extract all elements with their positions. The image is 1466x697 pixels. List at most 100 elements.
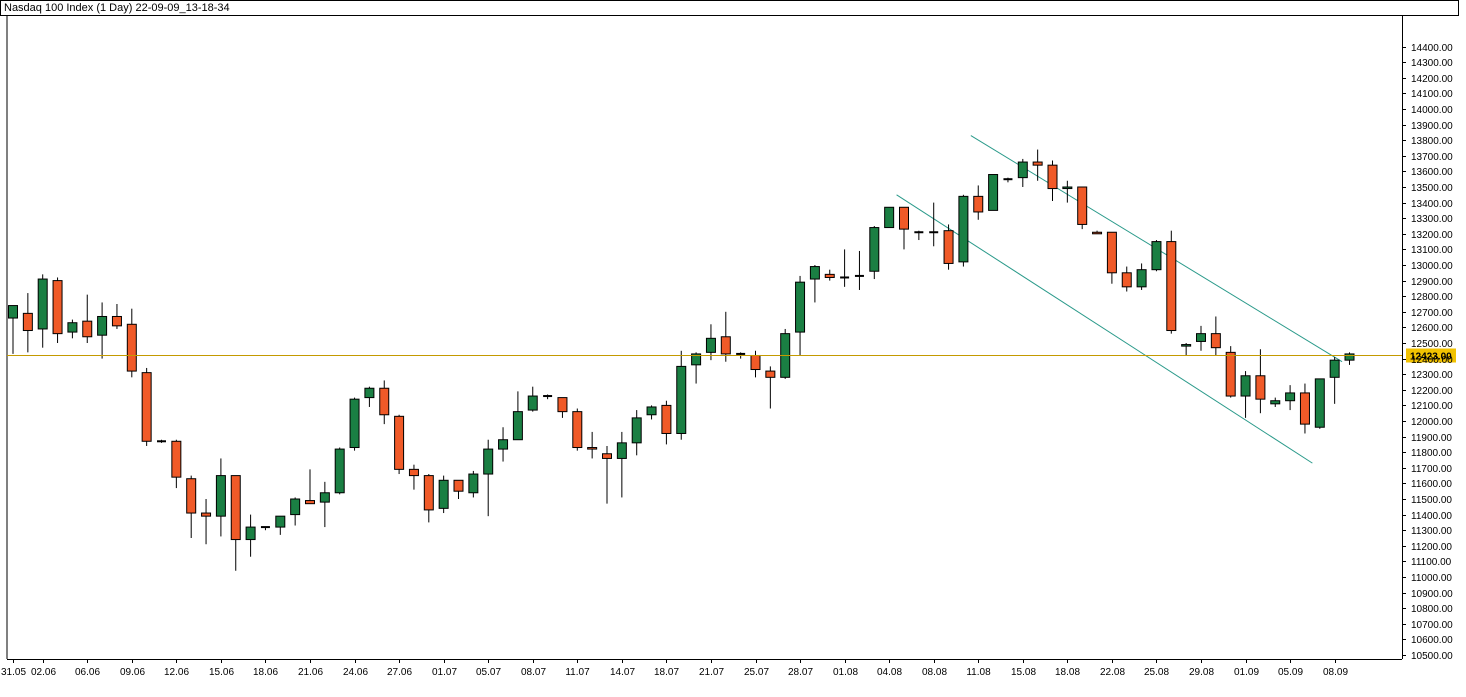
candle-body-down <box>1032 161 1043 166</box>
candle <box>720 311 731 362</box>
candle <box>319 481 330 528</box>
y-tick-label: 12300.00 <box>1411 370 1453 381</box>
y-tick-label: 11000.00 <box>1411 573 1452 584</box>
candle-body-down <box>408 468 419 477</box>
y-tick-label: 11200.00 <box>1411 542 1452 553</box>
y-axis: 10500.00 10600.00 10700.00 10800.00 10900.00… <box>1402 43 1453 662</box>
plot-frame <box>6 16 1403 660</box>
candle <box>394 414 405 475</box>
chart-title: Nasdaq 100 Index (1 Day) 22-09-09_13-18-… <box>0 0 1459 16</box>
candle-body-down <box>186 478 197 514</box>
candle <box>1047 160 1058 202</box>
candle-body-up <box>97 315 108 336</box>
y-tick-label: 12500.00 <box>1411 339 1453 350</box>
y-tick-label: 13700.00 <box>1411 152 1453 163</box>
candle <box>824 269 835 281</box>
candle <box>52 277 63 343</box>
candle-body-up <box>349 398 360 449</box>
candle-body-up <box>364 387 375 399</box>
candle <box>1225 346 1236 398</box>
x-tick-label: 25.07 <box>744 667 769 678</box>
candle <box>126 308 137 378</box>
y-tick-label: 10500.00 <box>1411 651 1453 662</box>
candle-body-down <box>1047 164 1058 190</box>
x-tick-label: 09.06 <box>120 667 145 678</box>
candle-body-up <box>958 195 969 263</box>
x-tick-label: 01.08 <box>833 667 858 678</box>
x-axis: 31.05 02.06 06.06 09.06 12.06 15.06 18.06 21.06… <box>1 659 1348 678</box>
y-tick-label: 11900.00 <box>1411 433 1452 444</box>
candle <box>691 352 702 384</box>
y-tick-label: 10900.00 <box>1411 589 1453 600</box>
y-tick-label: 12000.00 <box>1411 417 1453 428</box>
x-tick-label: 08.09 <box>1323 667 1348 678</box>
candle <box>230 475 241 571</box>
candle-body-down <box>750 354 761 371</box>
candle-body-down <box>899 206 909 230</box>
candle <box>602 445 612 504</box>
candle-body-down <box>1121 272 1132 288</box>
y-tick-label: 11300.00 <box>1411 526 1452 537</box>
candle-body-up <box>245 526 256 541</box>
candle <box>201 499 212 545</box>
candle-body-down <box>1077 186 1088 225</box>
y-tick-label: 11500.00 <box>1411 495 1452 506</box>
candle-body-up <box>468 473 479 494</box>
candle-body-down <box>379 387 390 416</box>
candle <box>557 397 568 418</box>
x-tick-label: 27.06 <box>387 667 412 678</box>
x-tick-label: 18.07 <box>654 667 679 678</box>
candle-body-down <box>394 415 405 470</box>
candle <box>1255 349 1266 414</box>
candle <box>1062 180 1073 203</box>
x-tick-label: 02.06 <box>31 667 56 678</box>
candle <box>1106 231 1117 284</box>
y-tick-label: 12700.00 <box>1411 308 1453 319</box>
candle <box>869 226 880 280</box>
candle <box>646 405 657 420</box>
candle-body-up <box>616 442 627 459</box>
candle <box>1299 383 1310 434</box>
candle <box>676 350 687 440</box>
candle <box>468 470 479 498</box>
candle-body-up <box>498 439 509 450</box>
candle-body-down <box>587 447 598 450</box>
candle-body-down <box>1225 351 1236 397</box>
candle <box>780 328 791 379</box>
candle-body-down <box>1092 231 1103 235</box>
candle <box>795 275 806 356</box>
candle <box>245 514 256 557</box>
x-tick-label: 28.07 <box>788 667 813 678</box>
candle <box>631 410 642 456</box>
candle-body-down <box>305 500 315 505</box>
y-tick-label: 10700.00 <box>1411 620 1453 631</box>
candle-body-up <box>67 322 78 333</box>
y-tick-label: 13000.00 <box>1411 261 1453 272</box>
candle <box>1329 357 1340 404</box>
candle <box>988 174 999 211</box>
candle-body-up <box>988 174 999 211</box>
candle <box>157 439 166 443</box>
candle <box>305 469 315 505</box>
candle <box>1092 230 1103 235</box>
candle <box>364 386 375 407</box>
y-tick-label: 11100.00 <box>1411 557 1452 568</box>
candle <box>587 431 598 459</box>
candle <box>543 394 553 400</box>
candle-body-down <box>126 323 137 372</box>
y-tick-label: 14400.00 <box>1411 43 1453 54</box>
candle-body-up <box>37 278 48 330</box>
candle <box>1136 263 1147 290</box>
candle-body-up <box>884 206 895 229</box>
current-price-line-group: 12423.00 <box>7 348 1456 363</box>
x-tick-label: 06.06 <box>75 667 100 678</box>
candle <box>705 324 716 361</box>
candle-body-down <box>1166 241 1177 332</box>
y-tick-label: 12600.00 <box>1411 323 1453 334</box>
y-tick-label: 10800.00 <box>1411 604 1453 615</box>
candle-body-up <box>438 479 449 509</box>
candle <box>67 319 78 339</box>
x-tick-label: 24.06 <box>343 667 368 678</box>
y-tick-label: 14200.00 <box>1411 74 1453 85</box>
